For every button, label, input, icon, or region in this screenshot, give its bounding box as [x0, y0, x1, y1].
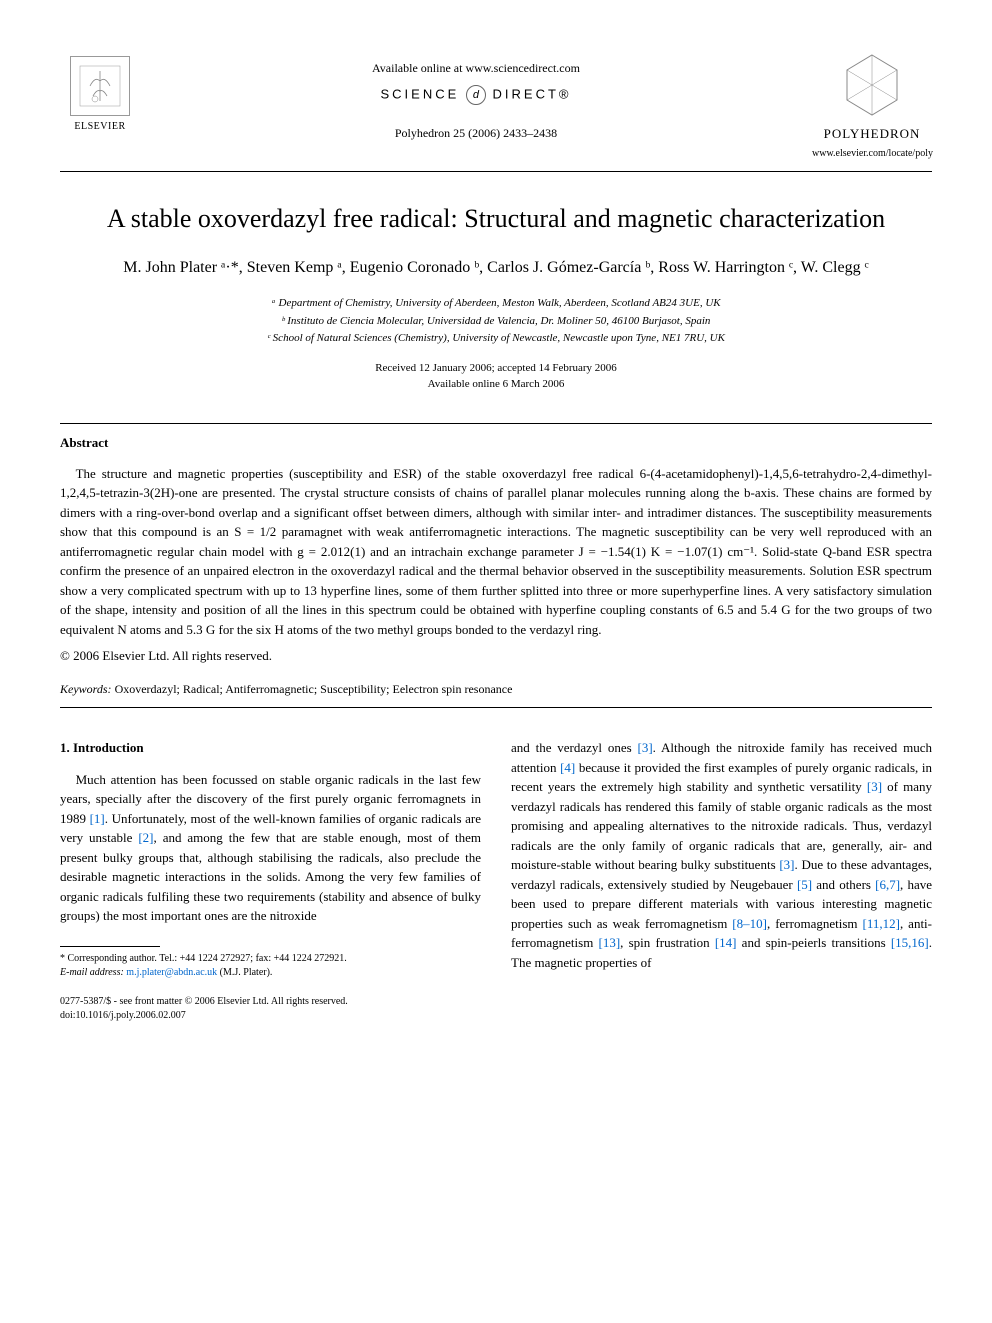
header-divider: [60, 171, 932, 172]
online-date: Available online 6 March 2006: [60, 376, 932, 393]
text-2h: , ferromagnetism: [767, 916, 863, 931]
ref-5[interactable]: [5]: [797, 877, 812, 892]
ref-67[interactable]: [6,7]: [875, 877, 900, 892]
sd-circle-icon: d: [466, 85, 486, 105]
elsevier-text: ELSEVIER: [74, 120, 125, 134]
corresponding-author: * Corresponding author. Tel.: +44 1224 2…: [60, 952, 481, 966]
polyhedron-icon: [837, 50, 907, 120]
footer: 0277-5387/$ - see front matter © 2006 El…: [60, 995, 481, 1023]
text-2a: and the verdazyl ones: [511, 740, 638, 755]
body-columns: 1. Introduction Much attention has been …: [60, 738, 932, 1023]
ref-1516[interactable]: [15,16]: [891, 935, 929, 950]
article-dates: Received 12 January 2006; accepted 14 Fe…: [60, 360, 932, 393]
footnote-separator: [60, 946, 160, 947]
text-2j: , spin frustration: [620, 935, 715, 950]
sd-text1: SCIENCE: [380, 86, 459, 101]
text-2k: and spin-peierls transitions: [736, 935, 890, 950]
sd-text2: DIRECT®: [493, 86, 572, 101]
abstract-heading: Abstract: [60, 434, 932, 452]
email-label: E-mail address:: [60, 967, 124, 978]
keywords: Keywords: Oxoverdazyl; Radical; Antiferr…: [60, 681, 932, 698]
received-date: Received 12 January 2006; accepted 14 Fe…: [60, 360, 932, 377]
affiliation-c: ᶜ School of Natural Sciences (Chemistry)…: [60, 330, 932, 348]
email-line: E-mail address: m.j.plater@abdn.ac.uk (M…: [60, 966, 481, 980]
abstract-text: The structure and magnetic properties (s…: [60, 464, 932, 640]
header-row: ELSEVIER Available online at www.science…: [60, 50, 932, 161]
abstract-divider-bottom: [60, 707, 932, 708]
affiliations: ᵃ Department of Chemistry, University of…: [60, 295, 932, 348]
affiliation-b: ᵇ Instituto de Ciencia Molecular, Univer…: [60, 313, 932, 331]
ref-13[interactable]: [13]: [599, 935, 621, 950]
ref-14[interactable]: [14]: [715, 935, 737, 950]
ref-3c[interactable]: [3]: [779, 857, 794, 872]
abstract-divider-top: [60, 423, 932, 424]
ref-1[interactable]: [1]: [90, 811, 105, 826]
ref-1112[interactable]: [11,12]: [863, 916, 900, 931]
authors: M. John Plater ᵃ·*, Steven Kemp ᵃ, Eugen…: [60, 256, 932, 280]
keywords-label: Keywords:: [60, 682, 112, 696]
abstract-copyright: © 2006 Elsevier Ltd. All rights reserved…: [60, 647, 932, 665]
email-suffix: (M.J. Plater).: [217, 967, 272, 978]
ref-4[interactable]: [4]: [560, 760, 575, 775]
column-right: and the verdazyl ones [3]. Although the …: [511, 738, 932, 1023]
email-link[interactable]: m.j.plater@abdn.ac.uk: [124, 967, 217, 978]
section-1-heading: 1. Introduction: [60, 738, 481, 758]
keywords-text: Oxoverdazyl; Radical; Antiferromagnetic;…: [112, 682, 513, 696]
column-left: 1. Introduction Much attention has been …: [60, 738, 481, 1023]
intro-paragraph-1-cont: and the verdazyl ones [3]. Although the …: [511, 738, 932, 972]
journal-reference: Polyhedron 25 (2006) 2433–2438: [140, 125, 812, 142]
doi-line: doi:10.1016/j.poly.2006.02.007: [60, 1009, 481, 1023]
polyhedron-title: POLYHEDRON: [812, 125, 932, 143]
article-title: A stable oxoverdazyl free radical: Struc…: [60, 202, 932, 236]
header-center: Available online at www.sciencedirect.co…: [140, 50, 812, 142]
polyhedron-logo: POLYHEDRON www.elsevier.com/locate/poly: [812, 50, 932, 161]
ref-3b[interactable]: [3]: [867, 779, 882, 794]
available-online: Available online at www.sciencedirect.co…: [140, 60, 812, 77]
issn-line: 0277-5387/$ - see front matter © 2006 El…: [60, 995, 481, 1009]
text-2f: and others: [812, 877, 875, 892]
affiliation-a: ᵃ Department of Chemistry, University of…: [60, 295, 932, 313]
science-direct-logo: SCIENCE d DIRECT®: [140, 85, 812, 105]
intro-paragraph-1: Much attention has been focussed on stab…: [60, 770, 481, 926]
ref-810[interactable]: [8–10]: [732, 916, 767, 931]
ref-3[interactable]: [3]: [638, 740, 653, 755]
elsevier-tree-icon: [70, 56, 130, 116]
elsevier-logo: ELSEVIER: [60, 50, 140, 140]
ref-2[interactable]: [2]: [138, 830, 153, 845]
journal-url: www.elsevier.com/locate/poly: [812, 147, 932, 161]
footnote-corresponding: * Corresponding author. Tel.: +44 1224 2…: [60, 952, 481, 980]
